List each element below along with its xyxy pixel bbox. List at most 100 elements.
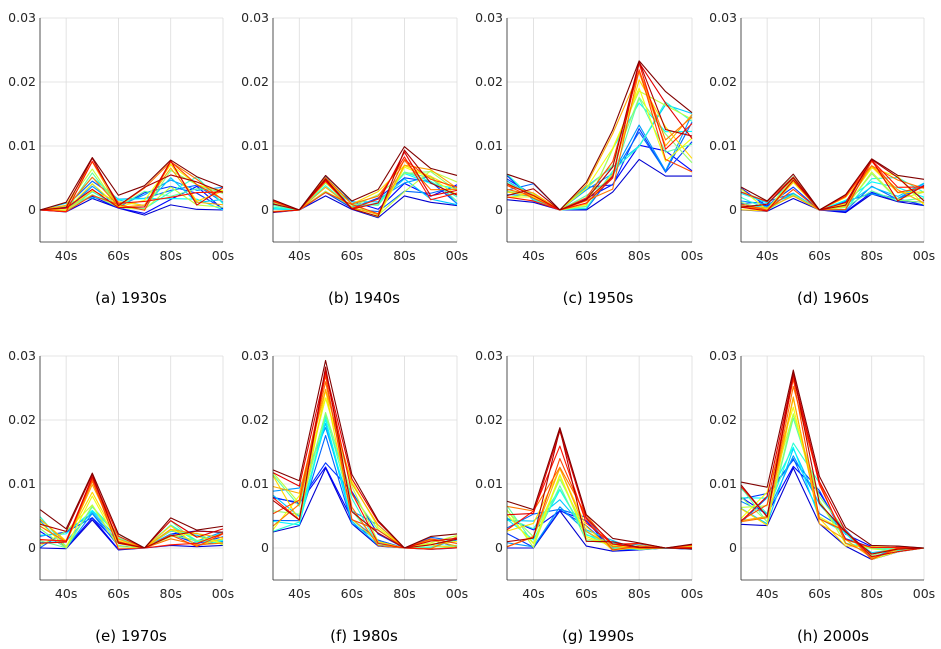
plot-area: 0 0.01 0.02 0.03 40s 60s 80s 00s [8, 348, 234, 601]
y-tick-label: 0.02 [8, 74, 36, 89]
panel-f: 0 0.01 0.02 0.03 40s 60s 80s 00s (f) 1980s [241, 348, 468, 645]
plot-area: 0 0.01 0.02 0.03 40s 60s 80s 00s [8, 10, 234, 263]
x-tick-label: 60s [341, 248, 363, 263]
x-tick-label: 40s [288, 586, 310, 601]
y-tick-label: 0 [28, 202, 36, 217]
series-line [506, 62, 693, 211]
x-tick-label: 80s [393, 586, 415, 601]
y-tick-label: 0.03 [241, 348, 269, 363]
series-line [272, 374, 458, 549]
y-tick-label: 0.02 [241, 412, 269, 427]
plot-area: 0 0.01 0.02 0.03 40s 60s 80s 00s [709, 10, 935, 263]
x-tick-label: 80s [160, 586, 182, 601]
series-line [39, 197, 224, 216]
panel-caption: (b) 1940s [328, 289, 400, 307]
panel-caption: (d) 1960s [797, 289, 869, 307]
series-line [506, 60, 693, 211]
x-tick-label: 80s [393, 248, 415, 263]
panel-h: 0 0.01 0.02 0.03 40s 60s 80s 00s (h) 2000s [709, 348, 935, 645]
series-line [272, 388, 458, 549]
series-line [740, 369, 925, 549]
panel-a: 0 0.01 0.02 0.03 40s 60s 80s 00s (a) 1930s [8, 10, 234, 307]
y-tick-label: 0.03 [241, 10, 269, 25]
panel-c: 0 0.01 0.02 0.03 40s 60s 80s 00s (c) 1950s [475, 10, 703, 307]
x-tick-label: 40s [522, 248, 544, 263]
x-tick-label: 00s [913, 248, 935, 263]
x-tick-label: 00s [681, 248, 703, 263]
series-line [39, 161, 224, 211]
series-line [39, 472, 224, 549]
series-line [506, 158, 692, 211]
series-line [39, 156, 224, 211]
series-line [506, 62, 693, 211]
series-line [506, 427, 693, 549]
y-tick-label: 0.03 [709, 348, 737, 363]
series-line [272, 366, 458, 549]
panel-caption: (a) 1930s [95, 289, 167, 307]
x-tick-label: 80s [628, 248, 650, 263]
x-tick-label: 00s [913, 586, 935, 601]
series-line [740, 159, 925, 212]
y-tick-label: 0.01 [241, 476, 269, 491]
series-line [506, 69, 693, 211]
y-tick-label: 0.03 [8, 348, 36, 363]
x-tick-label: 80s [160, 248, 182, 263]
series-line [272, 158, 458, 215]
y-tick-label: 0 [495, 202, 503, 217]
series-line [740, 160, 925, 211]
series-line [740, 159, 925, 211]
x-tick-label: 40s [756, 586, 778, 601]
panel-b: 0 0.01 0.02 0.03 40s 60s 80s 00s (b) 1940s [241, 10, 468, 307]
y-tick-label: 0.02 [709, 74, 737, 89]
series-line [39, 474, 224, 549]
plot-background [273, 356, 457, 580]
x-tick-label: 60s [341, 586, 363, 601]
y-tick-label: 0.02 [475, 74, 503, 89]
x-tick-label: 40s [55, 586, 77, 601]
x-tick-label: 40s [756, 248, 778, 263]
plot-area: 0 0.01 0.02 0.03 40s 60s 80s 00s [475, 348, 703, 601]
x-tick-label: 00s [446, 248, 468, 263]
y-tick-label: 0.03 [475, 348, 503, 363]
x-tick-label: 80s [628, 586, 650, 601]
x-tick-label: 60s [107, 586, 129, 601]
x-tick-label: 60s [575, 586, 597, 601]
x-tick-label: 40s [522, 586, 544, 601]
x-tick-label: 60s [575, 248, 597, 263]
y-tick-label: 0 [28, 540, 36, 555]
y-tick-label: 0 [261, 202, 269, 217]
series-line [39, 160, 224, 213]
y-tick-label: 0.01 [709, 138, 737, 153]
y-tick-label: 0.03 [475, 10, 503, 25]
x-tick-label: 00s [681, 586, 703, 601]
x-tick-label: 40s [288, 248, 310, 263]
plot-background [507, 18, 692, 242]
panel-caption: (e) 1970s [95, 627, 167, 645]
series-line [272, 359, 458, 549]
y-tick-label: 0.03 [8, 10, 36, 25]
x-tick-label: 00s [446, 586, 468, 601]
x-tick-label: 60s [808, 248, 830, 263]
y-tick-label: 0.01 [8, 476, 36, 491]
y-tick-label: 0.02 [709, 412, 737, 427]
series-line [39, 160, 224, 211]
y-tick-label: 0.01 [709, 476, 737, 491]
series-line [740, 158, 925, 211]
y-tick-label: 0.03 [709, 10, 737, 25]
plot-area: 0 0.01 0.02 0.03 40s 60s 80s 00s [241, 10, 468, 263]
x-tick-label: 00s [212, 586, 234, 601]
series-line [39, 504, 224, 549]
x-tick-label: 40s [55, 248, 77, 263]
panel-d: 0 0.01 0.02 0.03 40s 60s 80s 00s (d) 1960s [709, 10, 935, 307]
series-line [740, 373, 925, 558]
panel-g: 0 0.01 0.02 0.03 40s 60s 80s 00s (g) 1990s [475, 348, 703, 645]
y-tick-label: 0 [261, 540, 269, 555]
x-tick-label: 80s [861, 248, 883, 263]
series-line [272, 164, 458, 216]
x-tick-label: 60s [107, 248, 129, 263]
plot-area: 0 0.01 0.02 0.03 40s 60s 80s 00s [475, 10, 703, 263]
y-tick-label: 0.02 [241, 74, 269, 89]
series-line [272, 370, 458, 549]
series-line [272, 146, 458, 211]
